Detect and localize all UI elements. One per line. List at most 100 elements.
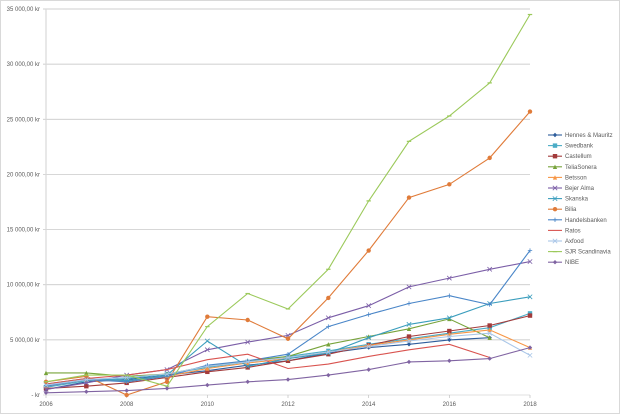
x-marker xyxy=(164,371,170,377)
plus-marker xyxy=(366,312,371,317)
x-marker xyxy=(204,338,210,344)
legend-item: Skanska xyxy=(548,196,589,203)
x-axis: 2006 2008 2010 2012 2014 2016 2018 xyxy=(39,395,537,408)
plus-marker xyxy=(487,302,492,307)
triangle-marker xyxy=(205,366,210,371)
y-tick-label: 20 000,00 kr xyxy=(7,172,40,178)
square-marker xyxy=(326,351,331,357)
series-handelsbanken xyxy=(43,248,533,389)
diamond-marker xyxy=(285,377,291,382)
x-marker xyxy=(446,275,452,281)
legend-item: TeliaSonera xyxy=(548,164,597,171)
series-sjr-scandinavia xyxy=(43,13,533,387)
legend-item: SJR Scandinavia xyxy=(548,250,611,256)
diamond-marker xyxy=(406,359,412,365)
x-marker xyxy=(406,284,412,290)
square-marker xyxy=(552,143,558,148)
legend-label: Castellum xyxy=(565,154,592,160)
plot-area xyxy=(43,13,533,398)
x-tick-label: 2016 xyxy=(443,402,457,408)
x-marker xyxy=(406,321,412,327)
circle-marker xyxy=(552,207,558,212)
triangle-marker xyxy=(84,370,89,376)
square-marker xyxy=(447,328,452,334)
x-marker xyxy=(325,315,331,321)
x-marker xyxy=(204,363,210,369)
plus-marker xyxy=(285,351,291,357)
legend-label: Bejer Alma xyxy=(565,186,595,192)
triangle-marker xyxy=(43,370,49,376)
diamond-marker xyxy=(552,260,558,265)
circle-marker xyxy=(285,336,291,341)
series-axfood xyxy=(43,330,533,388)
x-marker xyxy=(552,185,558,191)
legend-label: Hennes & Mauritz xyxy=(565,133,613,139)
square-marker xyxy=(205,369,210,375)
circle-marker xyxy=(205,314,210,319)
diamond-marker xyxy=(406,342,412,347)
square-marker xyxy=(124,376,129,381)
plus-marker xyxy=(527,248,533,253)
x-tick-label: 2018 xyxy=(523,402,537,408)
diamond-marker xyxy=(447,337,452,343)
square-marker xyxy=(406,334,412,339)
diamond-marker xyxy=(447,358,452,364)
diamond-marker xyxy=(43,390,49,395)
x-marker xyxy=(366,343,372,349)
series-nibe xyxy=(43,345,533,395)
y-tick-label: 15 000,00 kr xyxy=(7,228,40,234)
diamond-marker xyxy=(205,382,210,388)
legend-label: Bilia xyxy=(565,207,577,213)
circle-marker xyxy=(447,182,452,187)
legend-label: NIBE xyxy=(565,260,579,266)
diamond-marker xyxy=(84,389,89,394)
legend-item: Axfood xyxy=(548,238,584,245)
x-marker xyxy=(245,363,251,369)
x-tick-label: 2014 xyxy=(362,402,376,408)
square-marker xyxy=(527,311,533,316)
diamond-marker xyxy=(487,356,492,361)
legend-label: Handelsbanken xyxy=(565,218,607,224)
circle-marker xyxy=(487,155,492,161)
triangle-marker xyxy=(552,175,558,180)
series-bejer-alma xyxy=(43,259,533,392)
series-line xyxy=(45,261,531,391)
legend-item: Handelsbanken xyxy=(548,217,607,224)
legend-item: Ratos xyxy=(548,228,581,234)
diamond-marker xyxy=(124,388,129,393)
plus-marker xyxy=(164,374,170,379)
x-marker xyxy=(446,334,452,340)
circle-marker xyxy=(366,248,371,253)
legend-item: Bejer Alma xyxy=(548,185,595,192)
square-marker xyxy=(84,383,89,389)
triangle-marker xyxy=(447,316,452,322)
legend-label: Axfood xyxy=(565,239,584,245)
x-marker xyxy=(527,259,533,265)
series-ratos xyxy=(45,343,490,385)
x-marker xyxy=(366,335,372,341)
x-marker xyxy=(43,382,49,388)
x-tick-label: 2010 xyxy=(201,402,215,408)
x-marker xyxy=(83,377,89,383)
plus-marker xyxy=(552,217,558,222)
circle-marker xyxy=(326,295,331,301)
legend-item: Bilia xyxy=(548,207,577,213)
plus-marker xyxy=(447,293,452,298)
x-marker xyxy=(245,359,251,365)
triangle-marker xyxy=(406,326,412,332)
x-marker xyxy=(487,330,493,336)
plus-marker xyxy=(406,301,412,306)
legend-item: NIBE xyxy=(548,260,579,266)
y-tick-label: 25 000,00 kr xyxy=(7,117,40,123)
diamond-marker xyxy=(552,132,558,138)
legend-label: TeliaSonera xyxy=(565,165,597,171)
y-tick-label: 35 000,00 kr xyxy=(7,7,40,13)
x-tick-label: 2006 xyxy=(39,402,53,408)
x-tick-label: 2008 xyxy=(120,402,134,408)
legend-item: Castellum xyxy=(548,154,592,160)
circle-marker xyxy=(164,379,170,384)
y-axis: - kr 5 000,00 kr 10 000,00 kr 15 000,00 kr 2… xyxy=(7,7,47,399)
legend-label: Betsson xyxy=(565,175,587,181)
